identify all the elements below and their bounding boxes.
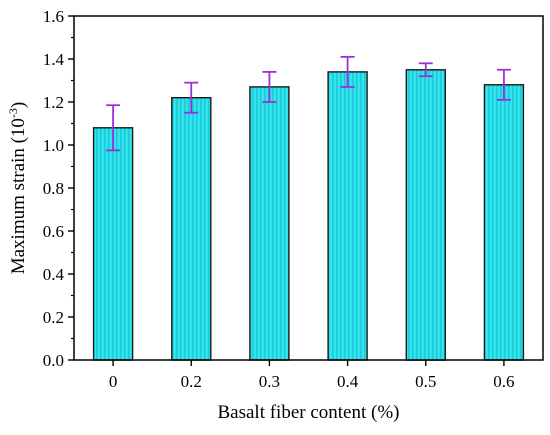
y-tick-label: 0.2: [43, 308, 64, 327]
y-tick-label: 1.2: [43, 93, 64, 112]
bar-0.6: [483, 84, 525, 361]
x-tick-label: 0.4: [337, 372, 359, 391]
plot-frame: [73, 15, 544, 361]
x-tick-label: 0.2: [181, 372, 202, 391]
error-bar-0.2: [184, 81, 199, 114]
error-bar-0.5: [418, 62, 433, 78]
axes-layer: [68, 15, 544, 366]
bar-0.5: [405, 69, 446, 361]
y-tick-label: 1.6: [43, 7, 64, 26]
y-axis-title-superscript: -3: [6, 108, 20, 118]
bar-0.4: [327, 71, 368, 361]
x-tick-label: 0.6: [493, 372, 514, 391]
y-axis-title-prefix: Maximum strain (10: [8, 118, 29, 274]
bars-layer: [92, 69, 525, 361]
y-tick-label: 0.4: [43, 265, 65, 284]
x-axis-title: Basalt fiber content (%): [217, 402, 399, 423]
y-tick-label: 0.0: [43, 351, 64, 370]
x-tick-label: 0: [109, 372, 118, 391]
y-tick-label: 0.8: [43, 179, 64, 198]
error-bar-0.4: [340, 55, 355, 88]
bar-0.2: [171, 96, 212, 361]
y-axis-title: Maximum strain (10-3): [6, 102, 29, 275]
y-tick-label: 1.0: [43, 136, 64, 155]
bar-0.3: [249, 86, 290, 361]
bar-0: [92, 127, 134, 361]
error-bar-0.6: [496, 68, 511, 101]
y-axis-title-suffix: ): [8, 102, 29, 108]
error-bar-0: [106, 104, 121, 152]
y-tick-label: 0.6: [43, 222, 64, 241]
x-tick-label: 0.5: [415, 372, 436, 391]
error-bars-layer: [106, 55, 511, 152]
y-tick-label: 1.4: [43, 50, 65, 69]
x-tick-label: 0.3: [259, 372, 280, 391]
error-bar-0.3: [262, 71, 277, 103]
labels-layer: 0 0.2 0.3 0.4 0.5 0.6 0.0 0.2 0.4 0.6 0.8 1.0 1.2 1.4…: [43, 7, 515, 391]
